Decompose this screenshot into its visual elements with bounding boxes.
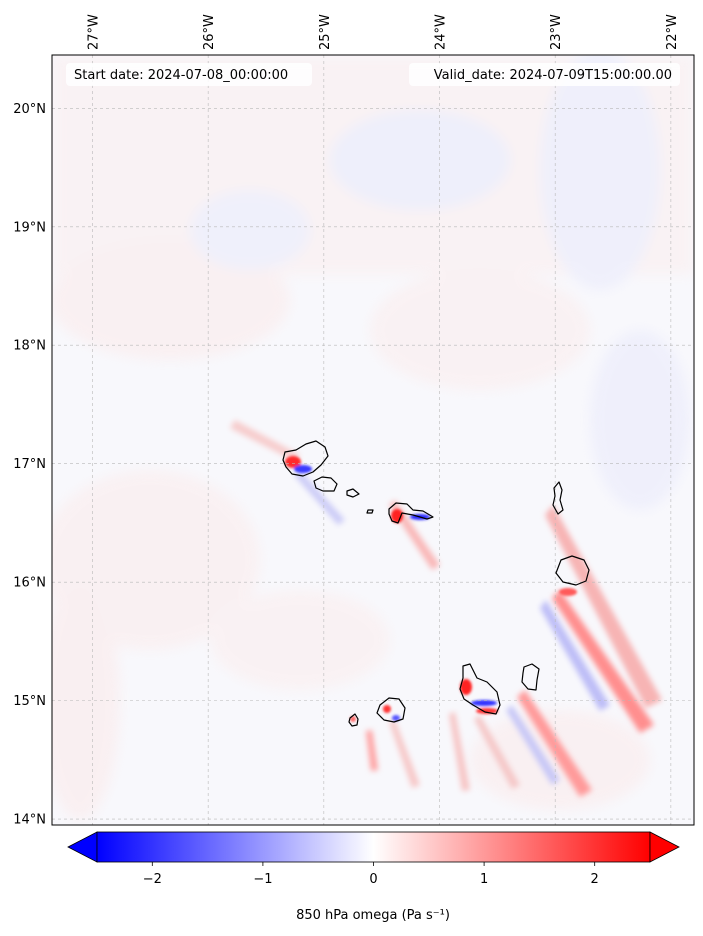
island-santa-luzia-outline xyxy=(346,488,360,498)
colorbar-tick-label: 1 xyxy=(480,872,488,887)
map-panel: Start date: 2024-07-08_00:00:00 Valid_da… xyxy=(13,14,695,828)
coastlines xyxy=(282,440,590,727)
colorbar-ticks: −2 −1 0 1 2 xyxy=(143,862,599,887)
colorbar-extend-high xyxy=(649,831,680,863)
island-sal-outline xyxy=(552,481,564,515)
island-brava-outline xyxy=(348,713,359,727)
colorbar-tick-label: 0 xyxy=(369,872,377,887)
valid-date-box xyxy=(409,63,680,86)
island-santo-antao-outline xyxy=(282,440,329,477)
lat-tick-label: 17°N xyxy=(13,457,46,472)
lat-tick-label: 15°N xyxy=(13,694,46,709)
valid-date-label: Valid_date: 2024-07-09T15:00:00.00 xyxy=(434,68,672,83)
lat-tick-label: 14°N xyxy=(13,813,46,828)
colorbar: −2 −1 0 1 2 850 hPa omega (Pa s⁻¹) xyxy=(67,831,680,923)
lon-tick-label: 27°W xyxy=(86,14,101,50)
island-raso-outline xyxy=(366,509,374,514)
lat-tick-label: 18°N xyxy=(13,339,46,354)
lon-tick-label: 23°W xyxy=(549,14,564,50)
colorbar-extend-low xyxy=(67,831,98,863)
lon-tick-label: 24°W xyxy=(434,14,449,50)
gridlines xyxy=(52,55,694,825)
colorbar-body xyxy=(96,831,651,863)
colorbar-tick-label: 2 xyxy=(591,872,599,887)
lon-tick-label: 26°W xyxy=(202,14,217,50)
lat-tick-label: 16°N xyxy=(13,576,46,591)
island-boa-vista-outline xyxy=(555,555,590,586)
island-fogo-outline xyxy=(376,697,406,723)
colorbar-label: 850 hPa omega (Pa s⁻¹) xyxy=(296,908,450,923)
omega-field xyxy=(52,55,694,820)
start-date-label: Start date: 2024-07-08_00:00:00 xyxy=(74,68,288,83)
lon-tick-label: 25°W xyxy=(318,14,333,50)
longitude-labels: 27°W 26°W 25°W 24°W 23°W 22°W xyxy=(86,14,679,50)
map-frame xyxy=(51,54,695,826)
lon-tick-label: 22°W xyxy=(665,14,680,50)
colorbar-tick-label: −1 xyxy=(253,872,272,887)
start-date-box xyxy=(66,63,312,86)
island-sao-nicolau-outline xyxy=(388,502,434,524)
colorbar-tick-label: −2 xyxy=(143,872,162,887)
lat-tick-label: 19°N xyxy=(13,220,46,235)
lat-tick-label: 20°N xyxy=(13,102,46,117)
island-santiago-outline xyxy=(459,663,501,715)
latitude-labels: 14°N 15°N 16°N 17°N 18°N 19°N 20°N xyxy=(13,102,46,828)
island-maio-outline xyxy=(521,663,540,691)
island-sao-vicente-outline xyxy=(313,476,338,492)
